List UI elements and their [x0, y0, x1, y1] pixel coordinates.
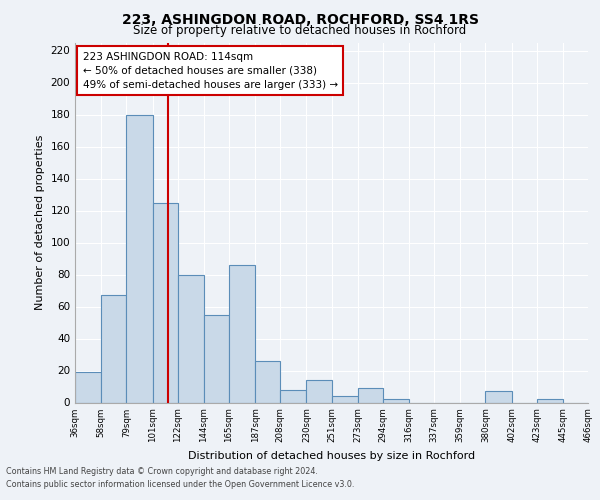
Text: Size of property relative to detached houses in Rochford: Size of property relative to detached ho…: [133, 24, 467, 37]
Text: 223, ASHINGDON ROAD, ROCHFORD, SS4 1RS: 223, ASHINGDON ROAD, ROCHFORD, SS4 1RS: [121, 12, 479, 26]
Bar: [485, 392, 512, 402]
Bar: [204, 314, 229, 402]
Bar: [331, 396, 358, 402]
Bar: [127, 114, 152, 403]
Bar: [358, 388, 383, 402]
Bar: [75, 372, 101, 402]
Bar: [537, 400, 563, 402]
Text: Contains public sector information licensed under the Open Government Licence v3: Contains public sector information licen…: [6, 480, 355, 489]
Y-axis label: Number of detached properties: Number of detached properties: [35, 135, 45, 310]
Text: Contains HM Land Registry data © Crown copyright and database right 2024.: Contains HM Land Registry data © Crown c…: [6, 467, 318, 476]
Bar: [101, 296, 127, 403]
Bar: [152, 202, 178, 402]
Bar: [229, 265, 255, 402]
Bar: [307, 380, 331, 402]
Bar: [280, 390, 307, 402]
Bar: [383, 400, 409, 402]
X-axis label: Distribution of detached houses by size in Rochford: Distribution of detached houses by size …: [188, 450, 475, 460]
Text: 223 ASHINGDON ROAD: 114sqm
← 50% of detached houses are smaller (338)
49% of sem: 223 ASHINGDON ROAD: 114sqm ← 50% of deta…: [83, 52, 338, 90]
Bar: [255, 361, 280, 403]
Bar: [178, 274, 204, 402]
